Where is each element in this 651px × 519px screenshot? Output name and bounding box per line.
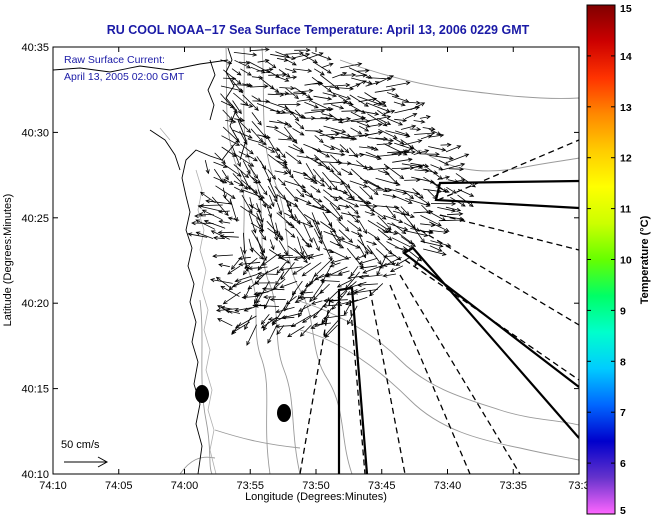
colorbar: 15 14 13 12 11 10 9 8 7 6 5 Temperature (°C) bbox=[586, 3, 651, 517]
chart-title: RU COOL NOAA−17 Sea Surface Temperature:… bbox=[107, 23, 530, 37]
map-plot-area bbox=[52, 46, 580, 475]
y-tick-label: 40:30 bbox=[21, 127, 49, 139]
x-axis-label: Longitude (Degrees:Minutes) bbox=[245, 491, 387, 503]
colorbar-tick-label: 11 bbox=[620, 204, 631, 216]
colorbar-tick-label: 10 bbox=[620, 255, 632, 267]
x-tick-label: 73:55 bbox=[236, 480, 264, 492]
station-marker bbox=[195, 385, 209, 403]
colorbar-tick-label: 7 bbox=[620, 407, 626, 419]
colorbar-tick-label: 15 bbox=[620, 3, 632, 15]
colorbar-gradient bbox=[586, 4, 616, 515]
colorbar-tick-label: 13 bbox=[620, 102, 632, 114]
colorbar-tick-label: 14 bbox=[620, 51, 632, 63]
scale-label: 50 cm/s bbox=[61, 439, 100, 451]
y-tick-label: 40:25 bbox=[21, 213, 49, 225]
colorbar-tick-label: 5 bbox=[620, 505, 626, 517]
colorbar-tick-label: 8 bbox=[620, 356, 626, 368]
surface-current-arrows bbox=[187, 47, 476, 346]
x-tick-label: 73:50 bbox=[302, 480, 330, 492]
scale-arrow bbox=[64, 456, 109, 468]
legend-line-1: Raw Surface Current: bbox=[64, 54, 165, 66]
bathymetry-contours bbox=[179, 47, 579, 474]
x-tick-label: 74:00 bbox=[171, 480, 199, 492]
x-axis: 74:10 74:05 74:00 73:55 73:50 73:45 73:40 73:35… bbox=[39, 47, 590, 492]
x-tick-label: 73:35 bbox=[499, 480, 527, 492]
colorbar-tick-label: 9 bbox=[620, 305, 626, 317]
x-tick-label: 73:3 bbox=[568, 480, 589, 492]
x-tick-label: 73:45 bbox=[368, 480, 396, 492]
colorbar-tick-label: 6 bbox=[620, 458, 626, 470]
x-tick-label: 74:10 bbox=[39, 480, 67, 492]
x-tick-label: 74:05 bbox=[105, 480, 133, 492]
station-marker bbox=[277, 404, 291, 422]
y-axis-label: Latitude (Degrees:Minutes) bbox=[2, 194, 14, 327]
y-tick-label: 40:20 bbox=[21, 298, 49, 310]
x-tick-label: 73:40 bbox=[434, 480, 462, 492]
y-axis: 40:35 40:30 40:25 40:20 40:15 40:10 bbox=[21, 42, 579, 481]
colorbar-label: Temperature (°C) bbox=[639, 215, 651, 304]
legend-line-2: April 13, 2005 02:00 GMT bbox=[64, 71, 185, 83]
y-tick-label: 40:10 bbox=[21, 469, 49, 481]
colorbar-tick-label: 12 bbox=[620, 153, 632, 165]
y-tick-label: 40:35 bbox=[21, 42, 49, 54]
y-tick-label: 40:15 bbox=[21, 384, 49, 396]
